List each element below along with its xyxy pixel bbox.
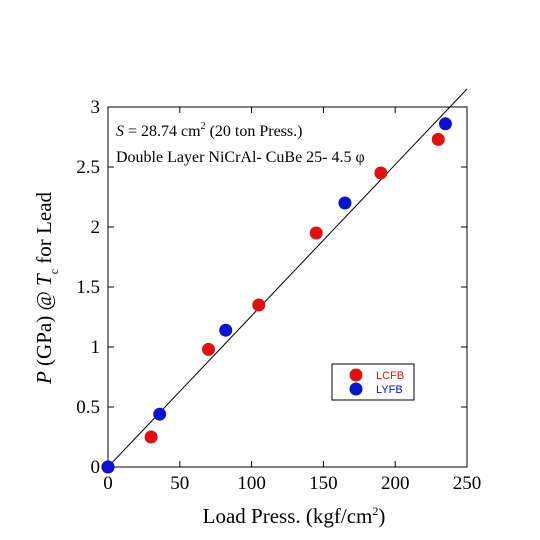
data-point-lcfb xyxy=(252,298,266,312)
data-point-lyfb xyxy=(101,460,115,474)
legend-marker-lyfb xyxy=(349,382,363,396)
x-axis-label: Load Press. (kgf/cm2) xyxy=(203,504,386,528)
y-tick-label: 0 xyxy=(91,457,101,478)
annotation-s-tail: (20 ton Press.) xyxy=(206,123,303,140)
y-axis-label-sub: c xyxy=(47,269,61,274)
axis-tick-labels: 0 50 100 150 200 250 0 0.5 1 1.5 2 2.5 3 xyxy=(76,97,481,494)
x-tick-label: 250 xyxy=(453,473,482,494)
annotation-s-value: = 28.74 cm xyxy=(124,123,201,140)
fit-line xyxy=(107,88,468,468)
data-point-lyfb xyxy=(219,323,233,337)
y-axis-label-tvar: T xyxy=(32,273,56,286)
y-tick-label: 0.5 xyxy=(76,397,100,418)
y-tick-label: 2.5 xyxy=(76,157,100,178)
y-axis-label-tail: for Lead xyxy=(32,191,56,268)
data-point-lcfb xyxy=(202,342,216,356)
x-axis-label-sup: 2 xyxy=(372,504,378,518)
x-tick-label: 200 xyxy=(381,473,410,494)
y-axis-label: P (GPa) @ Tc for Lead xyxy=(32,191,61,385)
x-axis-label-tail: ) xyxy=(378,504,385,528)
data-point-lcfb xyxy=(309,226,323,240)
data-points xyxy=(101,117,452,474)
x-tick-label: 0 xyxy=(103,473,113,494)
data-point-lcfb xyxy=(374,166,388,180)
x-tick-label: 150 xyxy=(309,473,338,494)
x-tick-label: 100 xyxy=(237,473,266,494)
y-axis-label-unit: (GPa) @ xyxy=(32,286,56,371)
annotation-s-sup: 2 xyxy=(201,121,206,132)
legend-label-lyfb: LYFB xyxy=(376,384,403,396)
x-axis-label-main: Load Press. (kgf/cm xyxy=(203,504,373,528)
y-tick-label: 1.5 xyxy=(76,277,100,298)
y-tick-label: 1 xyxy=(91,337,101,358)
y-axis-label-var: P xyxy=(32,371,56,385)
data-point-lcfb xyxy=(431,132,445,146)
legend-box xyxy=(331,363,415,401)
x-tick-label: 50 xyxy=(170,473,189,494)
legend-marker-lcfb xyxy=(349,368,363,382)
data-point-lyfb xyxy=(438,117,452,131)
annotation-s-var: S xyxy=(116,123,124,140)
data-point-lyfb xyxy=(153,407,167,421)
y-tick-label: 3 xyxy=(91,97,101,118)
legend-label-lcfb: LCFB xyxy=(376,370,404,382)
annotation-line-1: S = 28.74 cm2 (20 ton Press.) xyxy=(116,121,302,140)
legend: LCFB LYFB xyxy=(331,363,415,401)
y-tick-label: 2 xyxy=(91,217,101,238)
data-point-lcfb xyxy=(144,430,158,444)
annotation-line-2: Double Layer NiCrAl- CuBe 25- 4.5 φ xyxy=(116,149,365,166)
data-point-lyfb xyxy=(338,196,352,210)
